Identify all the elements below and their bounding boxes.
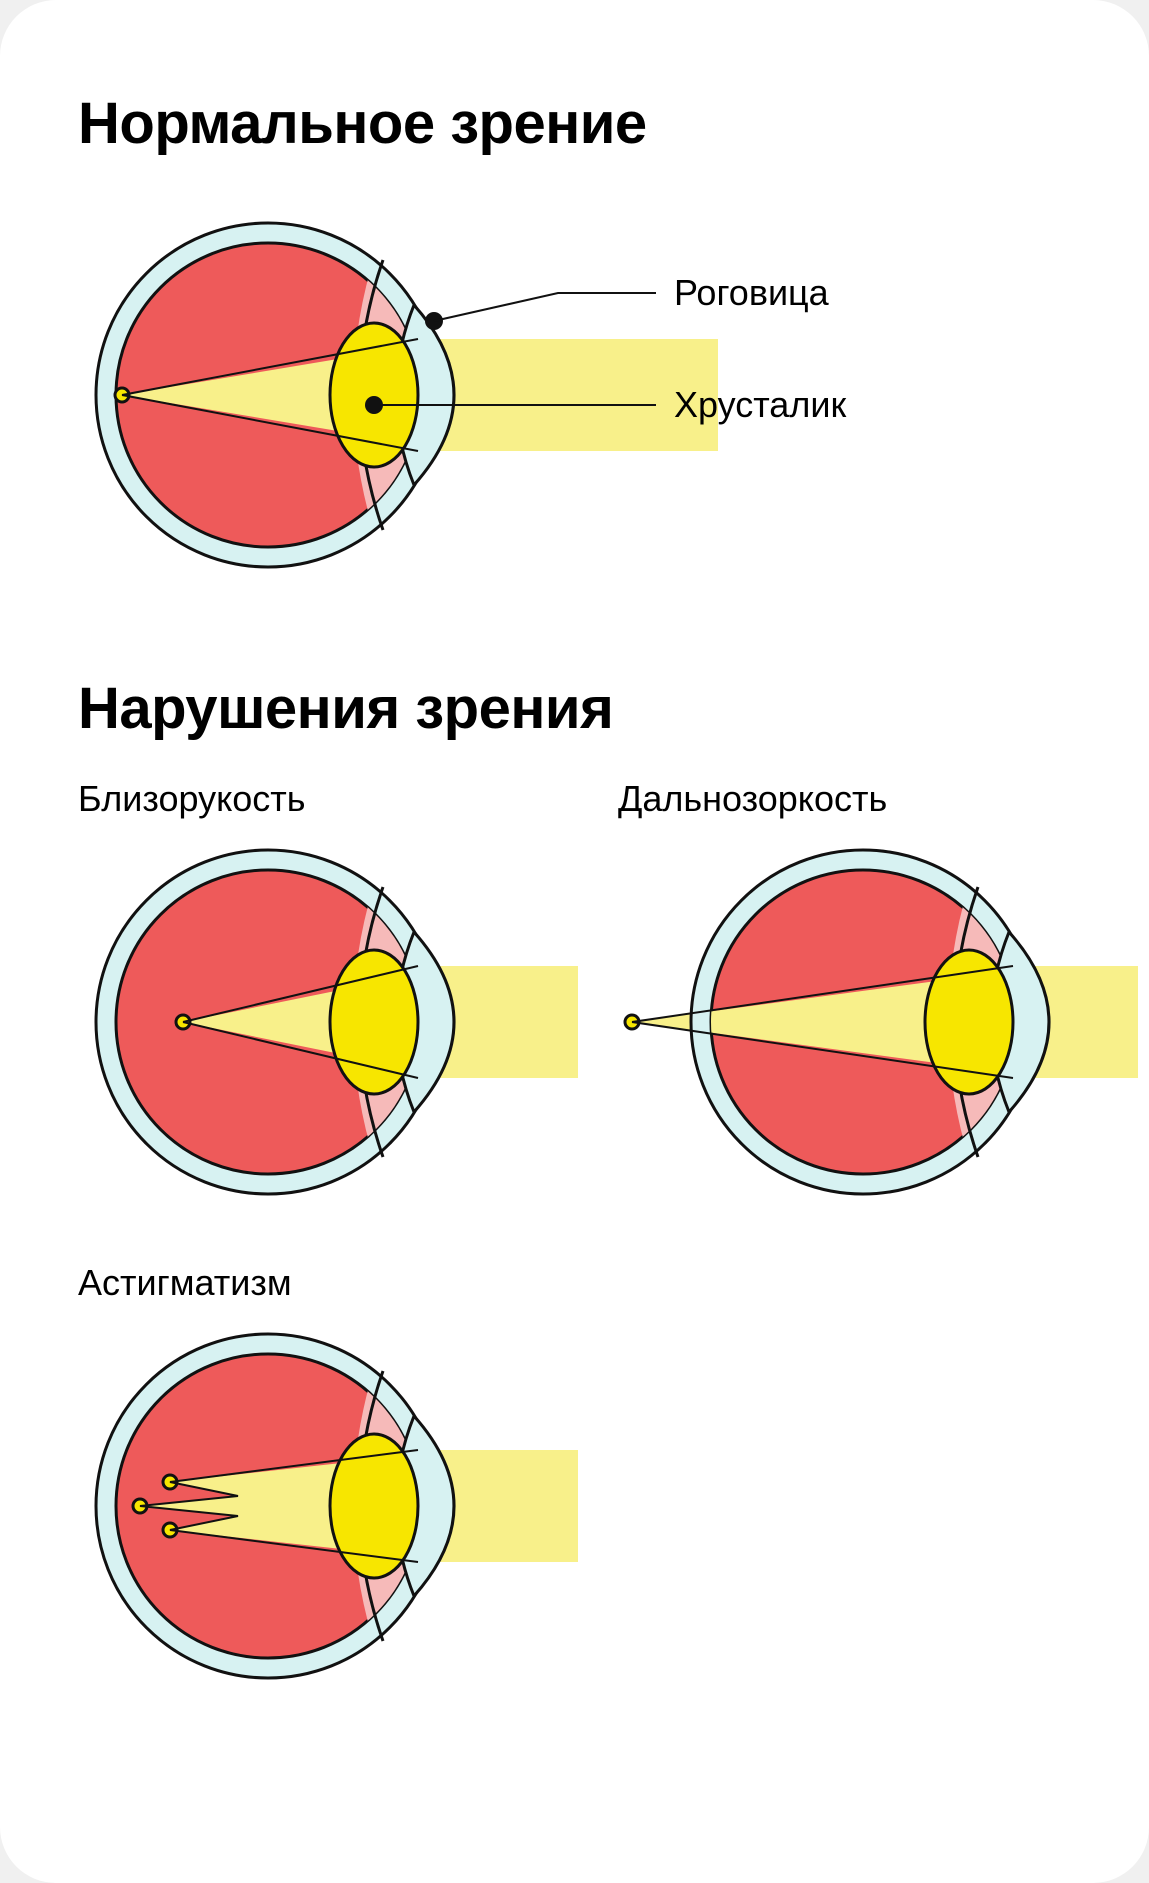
disorders-row-2: Астигматизм xyxy=(78,1262,1071,1696)
section-title-normal: Нормальное зрение xyxy=(78,90,1071,157)
lens xyxy=(330,323,418,467)
label-myopia: Близорукость xyxy=(78,778,578,820)
infographic-card: Нормальное зрение xyxy=(0,0,1149,1883)
panel-hyperopia: Дальнозоркость xyxy=(618,778,1138,1212)
disorders-row-1: Близорукость xyxy=(78,778,1071,1212)
eye-myopia-svg xyxy=(78,832,578,1212)
lens xyxy=(330,950,418,1094)
section-title-disorders: Нарушения зрения xyxy=(78,675,1071,742)
panel-empty xyxy=(618,1262,1071,1696)
eye-normal-svg: Роговица Хрусталик xyxy=(78,205,1078,585)
panel-astigmatism: Астигматизм xyxy=(78,1262,578,1696)
eye-astigmatism-svg xyxy=(78,1316,578,1696)
callout-lens-label: Хрусталик xyxy=(674,384,846,425)
eye-hyperopia-svg xyxy=(618,832,1138,1212)
label-astigmatism: Астигматизм xyxy=(78,1262,578,1304)
callout-cornea: Роговица xyxy=(425,272,830,330)
diagram-normal: Роговица Хрусталик xyxy=(78,205,1071,585)
label-hyperopia: Дальнозоркость xyxy=(618,778,1138,820)
callout-cornea-label: Роговица xyxy=(674,272,830,313)
panel-myopia: Близорукость xyxy=(78,778,578,1212)
